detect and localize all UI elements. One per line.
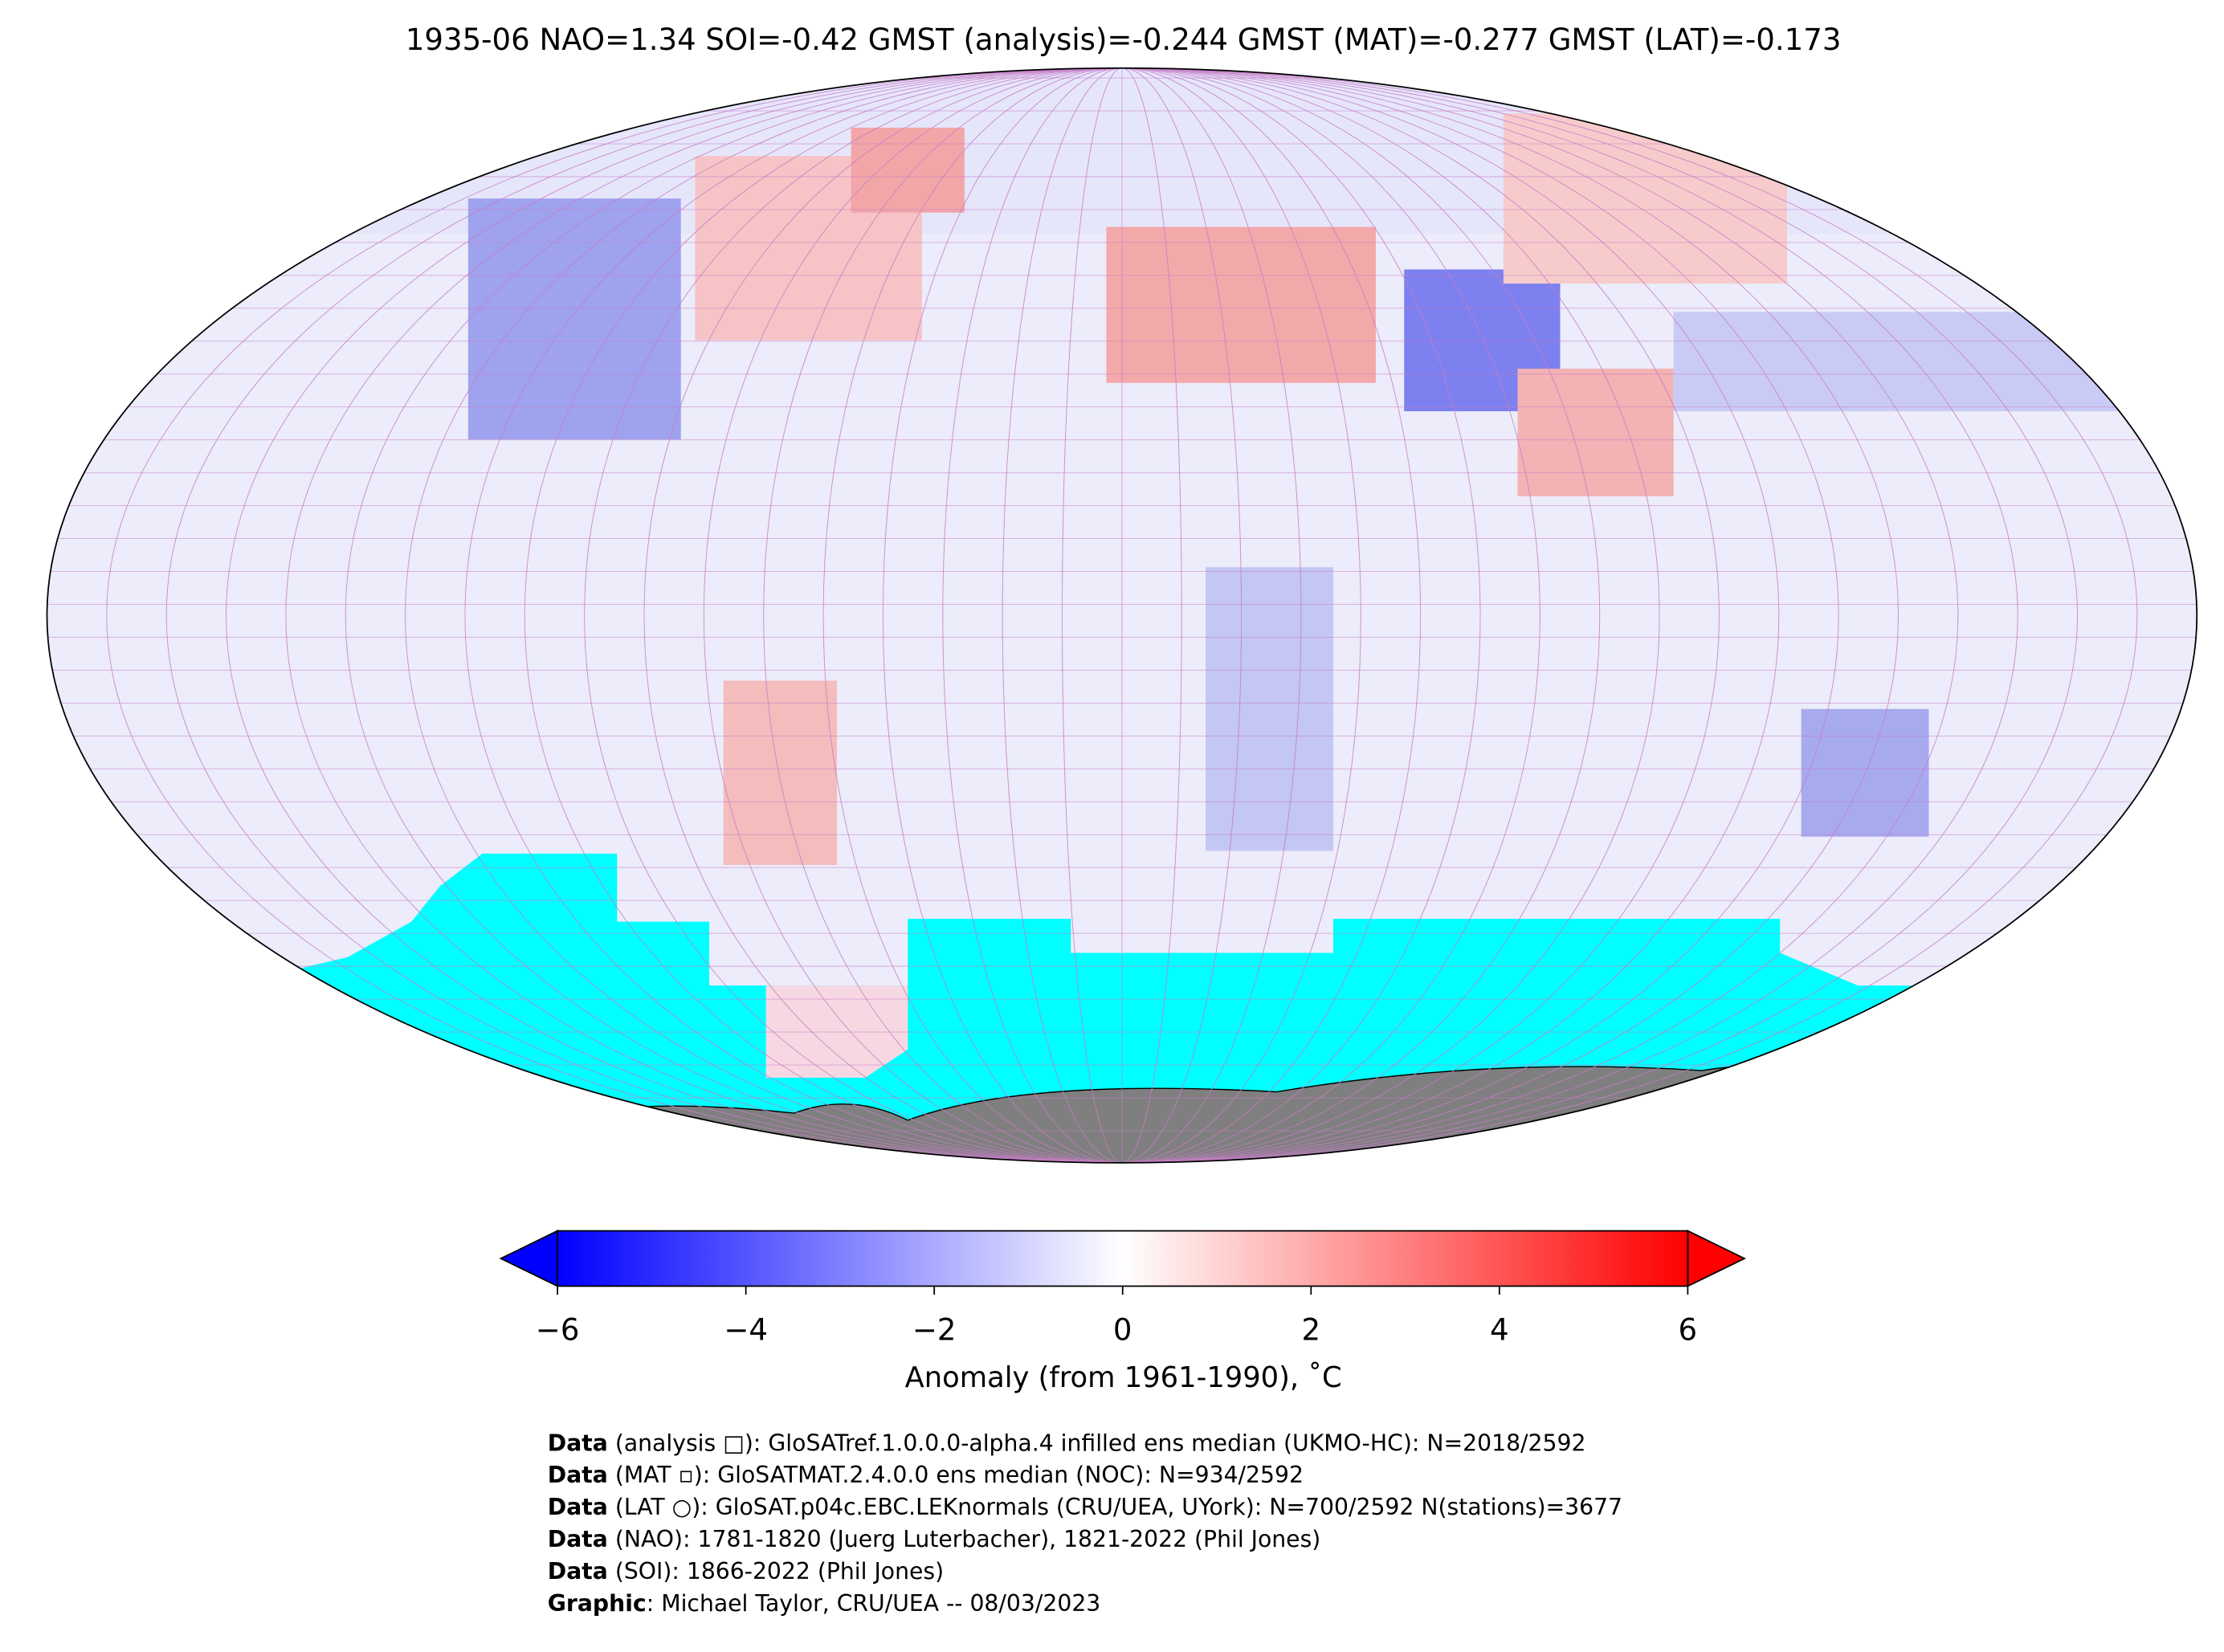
credit-line: Data (LAT ○): GloSAT.p04c.EBC.LEKnormals… (548, 1494, 1622, 1520)
meridian (464, 67, 1780, 1163)
meridian (883, 67, 1361, 1163)
meridian (822, 67, 1422, 1163)
map-border (46, 67, 2198, 1164)
meridian (226, 67, 2018, 1163)
credit-key: Data (548, 1430, 608, 1456)
credit-key: Data (548, 1558, 608, 1585)
credit-text: (NAO): 1781-1820 (Juerg Luterbacher), 18… (608, 1526, 1320, 1552)
credit-line: Data (MAT ▫): GloSATMAT.2.4.0.0 ens medi… (548, 1462, 1304, 1488)
anomaly-patch (1106, 226, 1376, 383)
map (47, 67, 2197, 1163)
credit-key: Graphic (548, 1590, 647, 1617)
meridian (763, 67, 1481, 1163)
anomaly-patch (1206, 567, 1333, 851)
anomaly-patch (467, 198, 681, 440)
credit-line: Graphic: Michael Taylor, CRU/UEA -- 08/0… (548, 1590, 1101, 1617)
credits: Data (analysis □): GloSATref.1.0.0.0-alp… (548, 1430, 1622, 1617)
colorbar-tick-label: −6 (536, 1313, 580, 1348)
colorbar-tick-label: −4 (724, 1313, 768, 1348)
credit-text: : Michael Taylor, CRU/UEA -- 08/03/2023 (647, 1590, 1101, 1617)
meridian (106, 67, 2138, 1163)
meridian (405, 67, 1839, 1163)
meridian (1002, 67, 1243, 1163)
meridian (524, 67, 1720, 1163)
anomaly-patch (1517, 369, 1674, 496)
colorbar-tick-label: 6 (1679, 1313, 1698, 1348)
colorbar-tick-label: −2 (912, 1313, 957, 1348)
credit-text: (SOI): 1866-2022 (Phil Jones) (608, 1558, 944, 1585)
credit-text: (analysis □): GloSATref.1.0.0.0-alpha.4 … (608, 1430, 1586, 1456)
credit-text: (MAT ▫): GloSATMAT.2.4.0.0 ens median (N… (608, 1462, 1304, 1488)
meridian (165, 67, 2078, 1163)
meridian (584, 67, 1660, 1163)
colorbar-extend-high (1687, 1230, 1747, 1287)
credit-key: Data (548, 1526, 608, 1552)
meridian (643, 67, 1601, 1163)
credit-line: Data (analysis □): GloSATref.1.0.0.0-alp… (548, 1430, 1586, 1456)
title: 1935-06 NAO=1.34 SOI=-0.42 GMST (analysi… (406, 22, 1842, 57)
colorbar-body (557, 1230, 1689, 1287)
colorbar: −6 −4 −2 0 2 4 6 Anomaly (from 1961-1990), ˚C (499, 1230, 1747, 1394)
anomaly-patch (723, 680, 837, 866)
anomaly-patch (1801, 708, 1929, 837)
anomaly-patch (851, 127, 965, 213)
anomaly-patch (1673, 312, 2128, 412)
credit-key: Data (548, 1462, 608, 1488)
meridian (1062, 67, 1182, 1163)
meridian (703, 67, 1540, 1163)
credit-text: (LAT ○): GloSAT.p04c.EBC.LEKnormals (CRU… (608, 1494, 1622, 1520)
colorbar-tick-label: 2 (1301, 1313, 1320, 1348)
meridian (285, 67, 1959, 1163)
colorbar-label: Anomaly (from 1961-1990), ˚C (905, 1361, 1342, 1394)
colorbar-tick-label: 4 (1490, 1313, 1509, 1348)
meridian (942, 67, 1302, 1163)
colorbar-tick-label: 0 (1113, 1313, 1132, 1348)
credit-key: Data (548, 1494, 608, 1520)
arctic-band (47, 67, 2197, 235)
meridian (345, 67, 1899, 1163)
colorbar-extend-low (499, 1230, 559, 1287)
credit-line: Data (SOI): 1866-2022 (Phil Jones) (548, 1558, 944, 1585)
anomaly-patch (1503, 113, 1787, 284)
credit-line: Data (NAO): 1781-1820 (Juerg Luterbacher… (548, 1526, 1321, 1552)
